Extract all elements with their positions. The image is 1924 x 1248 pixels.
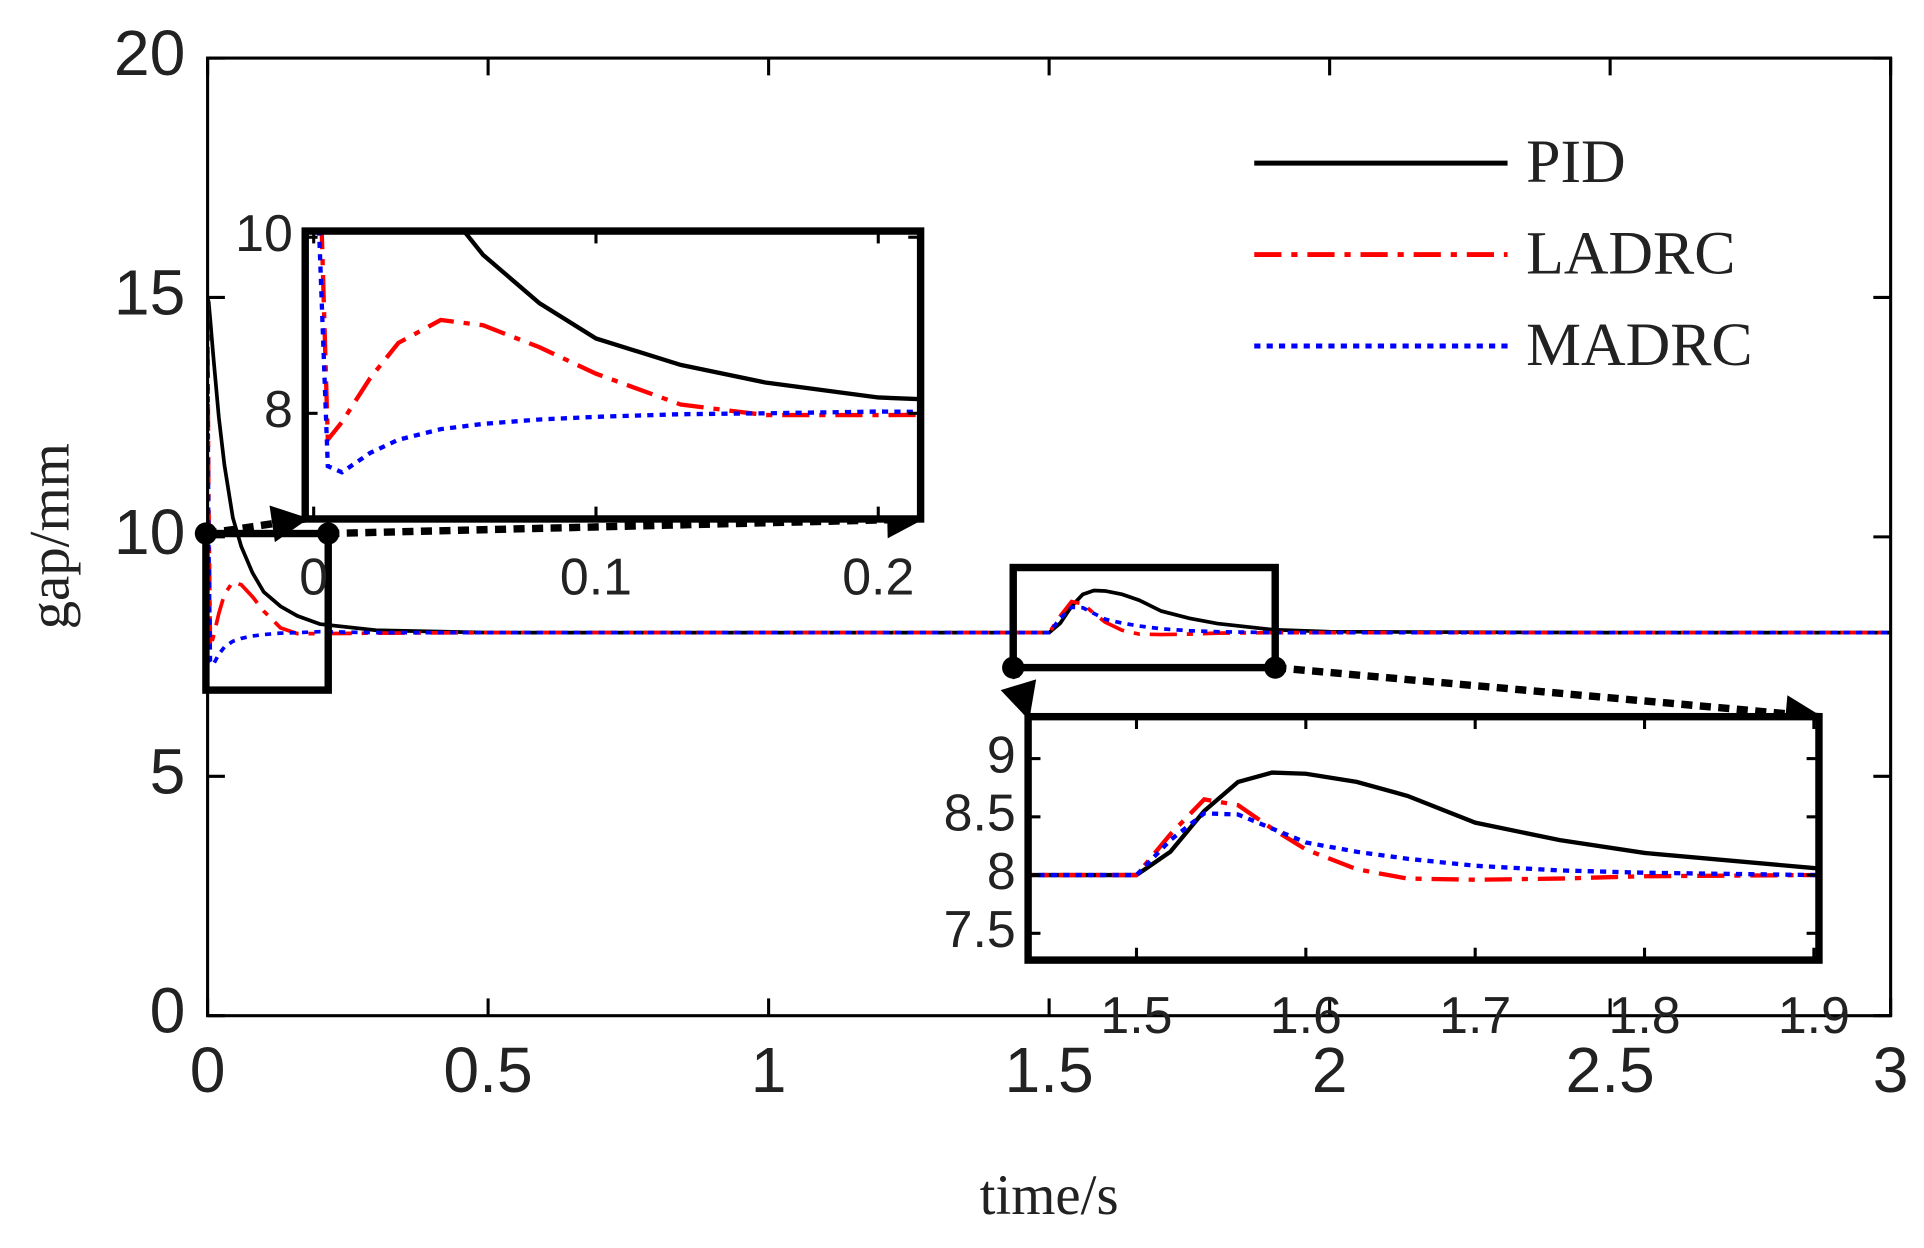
x-tick-label: 2.5 [1565,1034,1654,1106]
lines [207,297,1891,669]
x-tick-label: 2 [1312,1034,1348,1106]
y-tick-label: 0 [150,975,186,1047]
zoom-arrow [205,505,309,543]
y-tick-label: 10 [114,496,185,568]
series-line [1028,797,1819,882]
inset: 0 0.1 0.2 8 10 [235,204,925,605]
y-tick-label: 8.5 [944,784,1016,842]
zoom-box [202,529,332,694]
lines [317,231,921,475]
x-tick-label: 0 [299,547,328,605]
x-tick-label: 1.6 [1270,986,1342,1044]
x-tick-label: 0 [190,1034,226,1106]
x-tick-label: 1.5 [1100,986,1172,1044]
y-tick-label: 8 [264,380,293,438]
x-tick-label: 1.7 [1439,986,1511,1044]
zoom-arrow-dot [1002,656,1025,679]
inset-background [305,231,921,519]
zoom-box [1009,563,1279,672]
y-axis-label: gap/mm [19,443,82,629]
x-axis-label: time/s [980,1164,1119,1227]
x-tick-label: 1.8 [1608,986,1680,1044]
zoom-arrow-dot [1264,656,1287,679]
zoom-arrow [1274,663,1823,733]
y-tick-label: 15 [114,256,185,328]
zoom-arrow-dot [317,522,340,545]
series-line [319,231,921,446]
x-tick-label: 1.5 [1004,1034,1093,1106]
x-tick-label: 1.9 [1778,986,1850,1044]
axes-frame [301,227,925,523]
x-tick-label: 3 [1873,1034,1909,1106]
y-tick-label: 9 [987,725,1016,783]
axes-frame [1024,712,1823,964]
y-tick-label: 8 [987,842,1016,900]
y-tick-label: 5 [150,735,186,807]
x-tick-label: 0.1 [560,547,632,605]
main-plot: 0 0.5 1 1.5 2 2.5 3 0 5 10 15 20 [114,17,1909,1106]
x-tick-label: 1 [751,1034,787,1106]
y-tick-label: 7.5 [944,900,1016,958]
y-tick-label: 20 [114,17,185,89]
x-tick-label: 0.5 [443,1034,532,1106]
series-line [207,297,1891,669]
x-tick-label: 0.2 [842,547,914,605]
legend-label: PID [1526,128,1626,196]
series-line [1028,770,1819,878]
lines [1028,770,1819,882]
zoom-arrow [328,501,925,539]
series-line [207,297,1891,648]
inset: 1.5 1.6 1.7 1.8 1.9 7.588.59 [944,712,1850,1044]
y-tick-label: 10 [235,204,293,262]
legend-label: LADRC [1526,220,1735,288]
inset-background [1028,716,1819,961]
legend-label: MADRC [1526,311,1753,379]
zoom-arrow-dot [194,522,218,545]
